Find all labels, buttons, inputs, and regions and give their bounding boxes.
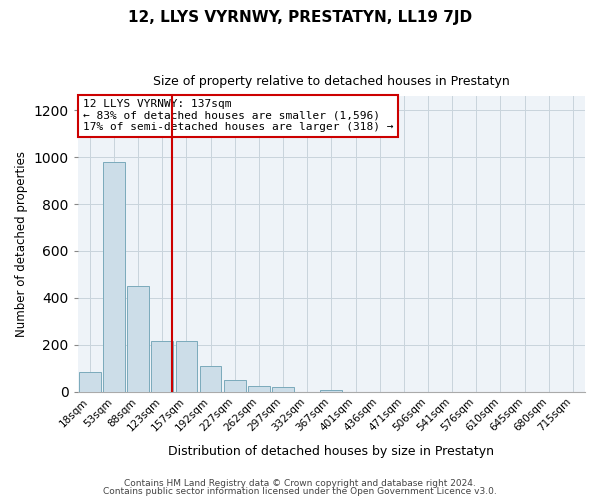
Bar — [320, 390, 342, 392]
Y-axis label: Number of detached properties: Number of detached properties — [15, 151, 28, 337]
Bar — [224, 380, 245, 392]
Bar — [176, 341, 197, 392]
Bar — [272, 387, 294, 392]
Bar — [151, 341, 173, 392]
X-axis label: Distribution of detached houses by size in Prestatyn: Distribution of detached houses by size … — [169, 444, 494, 458]
Text: Contains public sector information licensed under the Open Government Licence v3: Contains public sector information licen… — [103, 487, 497, 496]
Bar — [127, 286, 149, 392]
Text: Contains HM Land Registry data © Crown copyright and database right 2024.: Contains HM Land Registry data © Crown c… — [124, 478, 476, 488]
Bar — [79, 372, 101, 392]
Bar — [103, 162, 125, 392]
Text: 12 LLYS VYRNWY: 137sqm
← 83% of detached houses are smaller (1,596)
17% of semi-: 12 LLYS VYRNWY: 137sqm ← 83% of detached… — [83, 99, 393, 132]
Bar — [200, 366, 221, 392]
Bar — [248, 386, 270, 392]
Text: 12, LLYS VYRNWY, PRESTATYN, LL19 7JD: 12, LLYS VYRNWY, PRESTATYN, LL19 7JD — [128, 10, 472, 25]
Title: Size of property relative to detached houses in Prestatyn: Size of property relative to detached ho… — [153, 75, 510, 88]
